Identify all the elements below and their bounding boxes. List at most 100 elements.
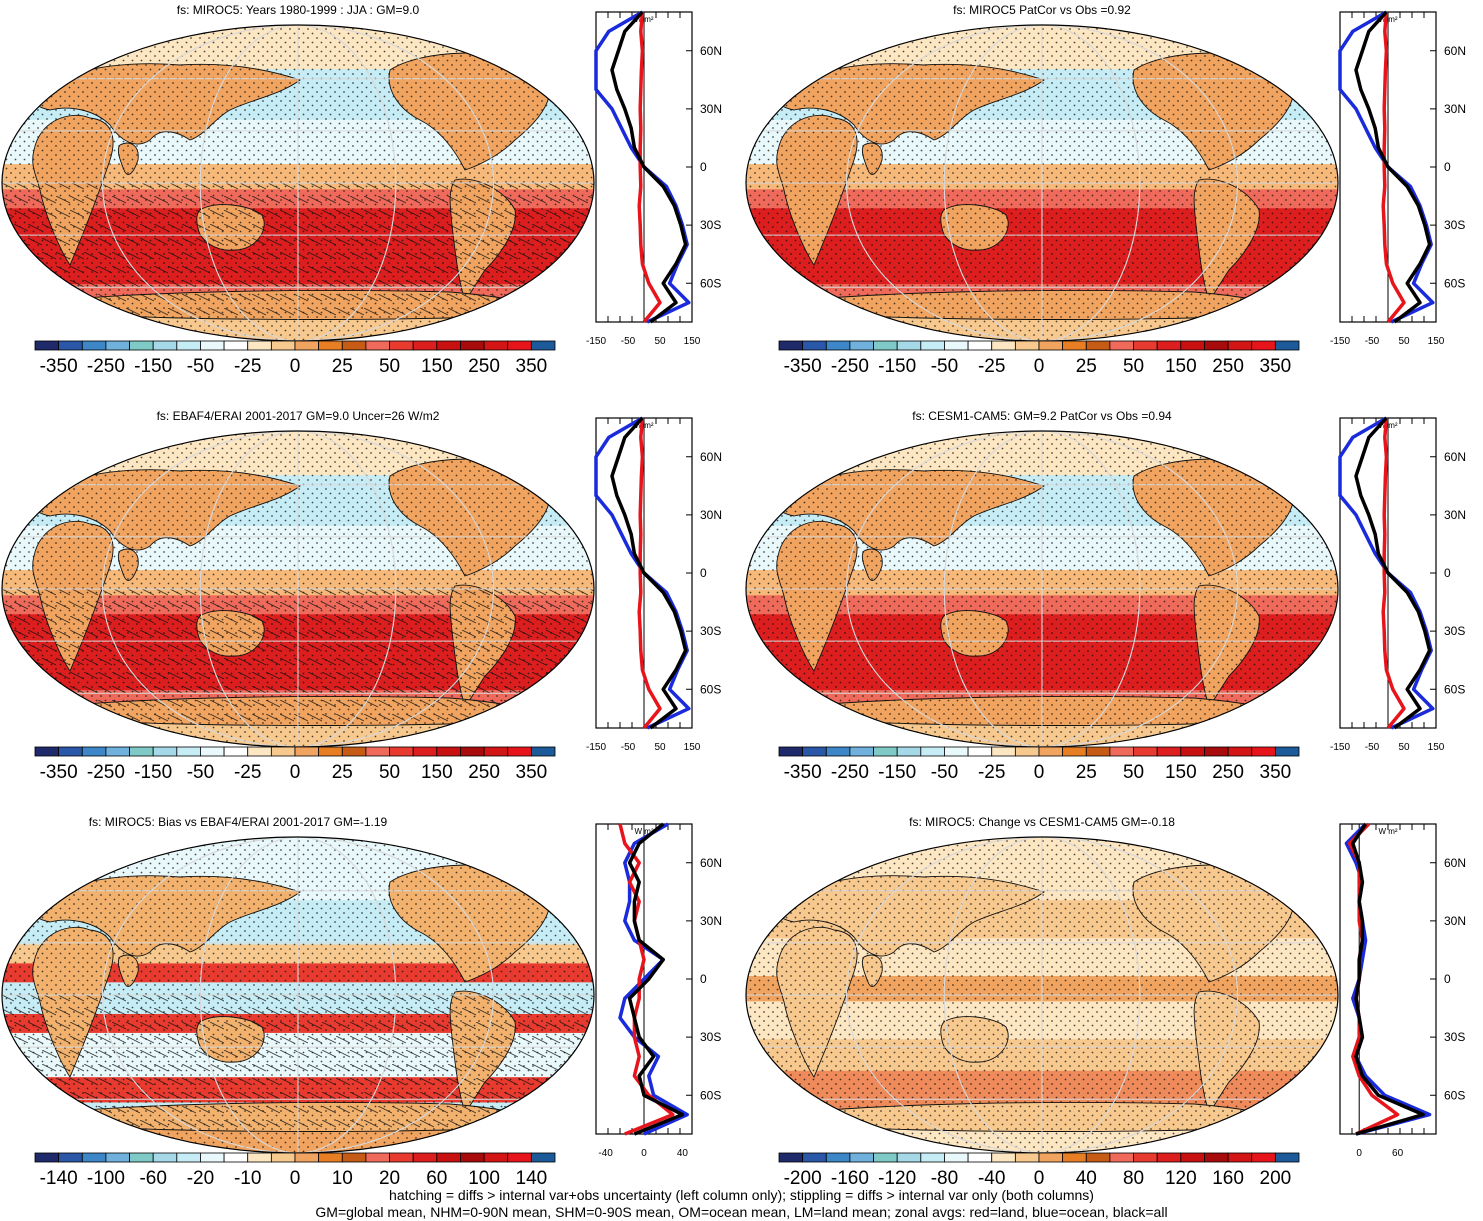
colorbar: -200 -160 -120 -80 -40 0 40 80 120 160 200 xyxy=(778,1152,1300,1189)
colorbar-swatch xyxy=(507,340,532,351)
colorbar-swatch xyxy=(873,746,898,757)
zonal-mean-plot: W m² -150 -50 50 150 60N 30N 0 30S 60S xyxy=(1330,10,1466,347)
colorbar-swatch xyxy=(483,1152,509,1163)
zonal-x-tick-label: -40 xyxy=(598,1148,613,1159)
colorbar-swatch xyxy=(1156,340,1182,351)
colorbar-swatch xyxy=(967,340,993,351)
lat-tick-label: 30S xyxy=(1444,1030,1465,1044)
colorbar-swatch xyxy=(530,1152,556,1163)
panel-1: fs: MIROC5: Years 1980-1999 : JJA : GM=9… xyxy=(0,0,740,400)
map-title: fs: CESM1-CAM5: GM=9.2 PatCor vs Obs =0.… xyxy=(912,409,1172,423)
lat-tick-label: 0 xyxy=(700,972,707,986)
zonal-mean-plot: W m² -150 -50 50 150 60N 30N 0 30S 60S xyxy=(586,416,722,753)
colorbar-tick-label: 10 xyxy=(332,1168,353,1189)
panel-3: fs: EBAF4/ERAI 2001-2017 GM=9.0 Uncer=26… xyxy=(0,406,740,806)
colorbar-tick-label: 50 xyxy=(1123,356,1144,377)
colorbar-tick-label: -140 xyxy=(40,1168,78,1189)
colorbar-tick-label: -350 xyxy=(40,356,78,377)
colorbar-swatch xyxy=(825,340,851,351)
colorbar-swatch xyxy=(1180,340,1205,351)
lat-tick-label: 30N xyxy=(700,914,722,928)
colorbar-swatch xyxy=(152,1152,178,1163)
colorbar-swatch xyxy=(81,1152,107,1163)
lat-tick-label: 0 xyxy=(700,160,707,174)
colorbar-tick-label: -250 xyxy=(87,762,125,783)
colorbar-tick-label: 25 xyxy=(332,762,353,783)
colorbar-tick-label: -250 xyxy=(831,762,869,783)
colorbar-swatch xyxy=(778,746,804,757)
colorbar-tick-label: -350 xyxy=(784,762,822,783)
colorbar-swatch xyxy=(920,340,945,351)
lat-tick-label: 60S xyxy=(700,276,721,290)
zonal-x-tick-label: 150 xyxy=(684,336,701,347)
colorbar-swatch xyxy=(412,1152,438,1163)
colorbar-swatch xyxy=(1085,746,1111,757)
colorbar-tick-label: 350 xyxy=(1260,762,1292,783)
zonal-land-line xyxy=(637,11,662,324)
colorbar-swatch xyxy=(1227,340,1253,351)
zonal-units: W m² xyxy=(634,421,653,430)
lat-tick-label: 30N xyxy=(1444,508,1466,522)
colorbar-tick-label: 25 xyxy=(1076,356,1097,377)
lat-tick-label: 30S xyxy=(1444,624,1465,638)
colorbar-swatch xyxy=(1014,340,1040,351)
colorbar-tick-label: 0 xyxy=(1034,762,1045,783)
zonal-all-line xyxy=(610,416,688,730)
colorbar-tick-label: -80 xyxy=(931,1168,958,1189)
colorbar-swatch xyxy=(778,1152,804,1163)
colorbar-tick-label: 20 xyxy=(379,1168,400,1189)
colorbar-swatch xyxy=(105,1152,130,1163)
colorbar-tick-label: -100 xyxy=(87,1168,125,1189)
colorbar-swatch xyxy=(200,1152,225,1163)
colorbar-tick-label: -50 xyxy=(187,356,214,377)
colorbar-tick-label: 0 xyxy=(1034,356,1045,377)
zonal-x-tick-label: 50 xyxy=(1398,742,1410,753)
colorbar-tick-label: 25 xyxy=(1076,762,1097,783)
colorbar-swatch xyxy=(318,1152,343,1163)
colorbar-swatch xyxy=(460,1152,485,1163)
colorbar-swatch xyxy=(247,746,272,757)
zonal-units: W m² xyxy=(1378,827,1397,836)
colorbar-swatch xyxy=(849,340,874,351)
colorbar-tick-label: 350 xyxy=(516,356,548,377)
colorbar-swatch xyxy=(802,746,827,757)
colorbar: -350 -250 -150 -50 -25 0 25 50 150 250 350 xyxy=(778,746,1300,783)
graticule xyxy=(746,25,1338,341)
colorbar-swatch xyxy=(1133,1152,1158,1163)
zonal-x-tick-label: 150 xyxy=(1428,336,1445,347)
world-map xyxy=(745,430,1339,748)
zonal-land-line xyxy=(637,417,662,730)
colorbar-swatch xyxy=(873,1152,898,1163)
colorbar-swatch xyxy=(1014,1152,1040,1163)
colorbar-tick-label: 40 xyxy=(1076,1168,1097,1189)
colorbar-swatch xyxy=(318,340,343,351)
colorbar-swatch xyxy=(34,340,60,351)
colorbar-tick-label: 200 xyxy=(1260,1168,1292,1189)
colorbar-swatch xyxy=(294,1152,320,1163)
colorbar-swatch xyxy=(200,340,225,351)
colorbar-swatch xyxy=(34,1152,60,1163)
colorbar-tick-label: 25 xyxy=(332,356,353,377)
colorbar-swatch xyxy=(1274,746,1300,757)
colorbar-swatch xyxy=(896,1152,922,1163)
zonal-land-line xyxy=(1381,11,1406,324)
zonal-x-tick-label: 0 xyxy=(1356,1148,1362,1159)
colorbar-swatch xyxy=(802,1152,827,1163)
colorbar-tick-label: -50 xyxy=(931,762,958,783)
colorbar-swatch xyxy=(1038,1152,1064,1163)
colorbar-swatch xyxy=(341,1152,367,1163)
colorbar-swatch xyxy=(200,746,225,757)
lat-tick-label: 30N xyxy=(700,508,722,522)
colorbar-tick-label: 250 xyxy=(468,762,500,783)
colorbar-swatch xyxy=(436,1152,461,1163)
colorbar-swatch xyxy=(778,340,804,351)
colorbar-swatch xyxy=(1085,1152,1111,1163)
colorbar-swatch xyxy=(176,340,201,351)
colorbar-tick-label: -50 xyxy=(931,356,958,377)
colorbar-tick-label: 150 xyxy=(421,762,453,783)
colorbar-swatch xyxy=(129,1152,154,1163)
colorbar-swatch xyxy=(1133,746,1158,757)
panel-5: fs: MIROC5: Bias vs EBAF4/ERAI 2001-2017… xyxy=(0,812,740,1192)
colorbar-tick-label: 250 xyxy=(1212,356,1244,377)
